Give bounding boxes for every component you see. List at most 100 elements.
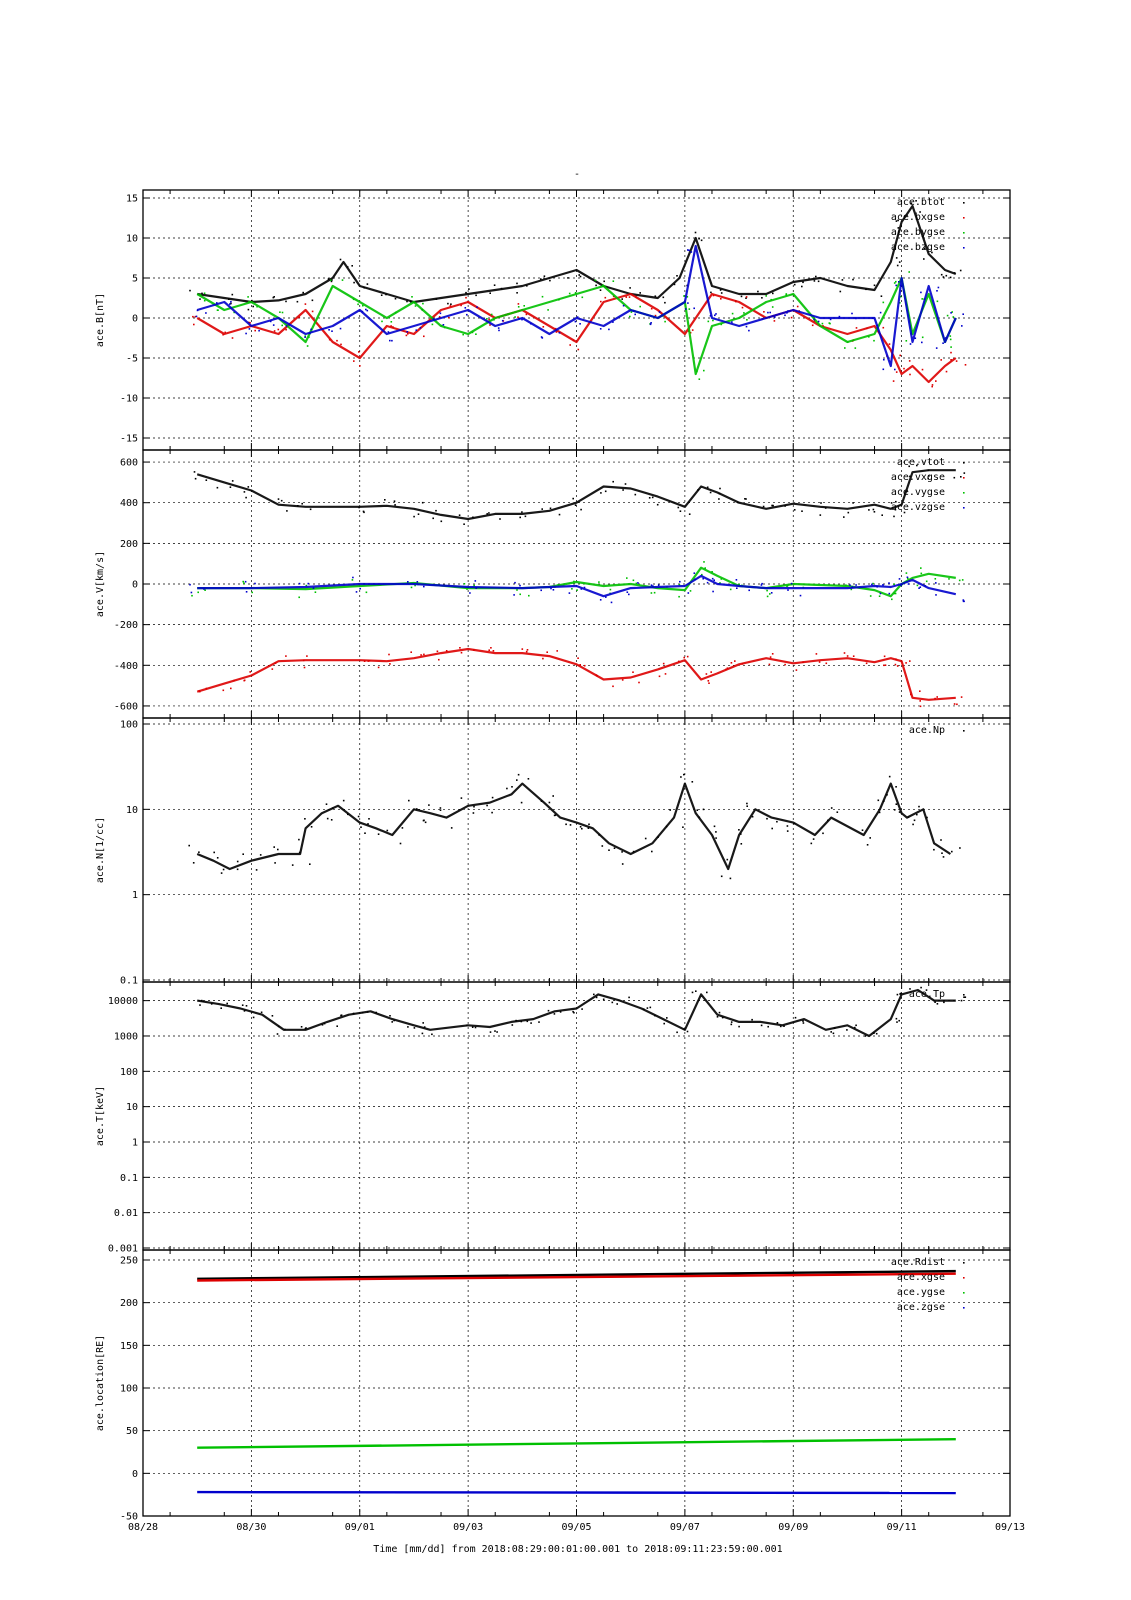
- data-point: [729, 588, 732, 591]
- data-point: [310, 328, 312, 331]
- data-point: [609, 588, 612, 591]
- data-point: [281, 311, 284, 314]
- data-point: [786, 584, 789, 587]
- data-point: [359, 365, 361, 367]
- data-point: [386, 829, 389, 832]
- data-point: [493, 319, 495, 321]
- data-point: [360, 826, 362, 828]
- data-point: [604, 296, 607, 299]
- data-point: [493, 284, 496, 286]
- data-point: [423, 653, 425, 656]
- legend-label: ace.Tp: [909, 989, 945, 1000]
- data-point: [459, 647, 461, 649]
- data-point: [625, 296, 628, 298]
- data-point: [766, 595, 769, 598]
- data-point: [796, 305, 799, 308]
- data-point: [658, 675, 661, 678]
- data-point: [203, 588, 205, 590]
- data-point: [492, 650, 495, 652]
- plot-frame: [142, 1249, 1011, 1517]
- data-point: [367, 823, 369, 825]
- data-point: [476, 306, 478, 308]
- data-point: [873, 339, 875, 342]
- data-point: [676, 275, 678, 277]
- data-point: [937, 286, 940, 289]
- data-point: [410, 651, 412, 653]
- data-point: [440, 520, 443, 523]
- data-point: [879, 592, 882, 595]
- data-point: [703, 369, 705, 372]
- data-point: [233, 679, 236, 682]
- panel-1: -15 -10 -5 0 5 10 15 ace.B[nT] ace.btot ace.bxgse…: [95, 189, 1011, 451]
- data-point: [876, 324, 879, 327]
- data-point: [422, 302, 424, 305]
- data-point: [802, 1022, 805, 1024]
- data-point: [872, 582, 874, 585]
- data-point: [846, 655, 849, 657]
- data-point: [450, 303, 452, 305]
- data-point: [488, 318, 490, 321]
- data-point: [276, 1033, 279, 1035]
- data-point: [696, 370, 698, 373]
- data-point: [886, 794, 888, 796]
- data-point: [384, 499, 386, 501]
- data-point: [691, 991, 694, 994]
- data-point: [340, 1014, 343, 1016]
- x-tick-label: 09/11: [887, 1522, 917, 1533]
- data-point: [895, 803, 898, 805]
- data-point: [710, 291, 712, 294]
- data-point: [757, 290, 759, 293]
- data-point: [405, 334, 408, 337]
- data-point: [712, 319, 714, 322]
- data-point: [737, 501, 739, 504]
- data-point: [541, 337, 544, 339]
- data-point: [231, 293, 234, 296]
- data-point: [241, 1004, 244, 1006]
- data-point: [786, 830, 789, 832]
- data-point: [285, 328, 287, 331]
- data-point: [686, 655, 689, 658]
- data-point: [843, 652, 846, 654]
- legend-label: ace.bxgse: [891, 212, 945, 223]
- data-point: [740, 833, 742, 835]
- data-point: [309, 508, 312, 511]
- data-point: [941, 852, 943, 854]
- data-point: [247, 486, 250, 488]
- data-point: [637, 582, 639, 584]
- data-point: [829, 318, 832, 321]
- data-point: [711, 577, 714, 580]
- data-point: [600, 300, 602, 303]
- x-tick-label: 09/05: [561, 1522, 591, 1533]
- data-point: [666, 1017, 668, 1019]
- data-point: [920, 291, 922, 294]
- data-point: [745, 296, 748, 298]
- data-point: [243, 679, 245, 682]
- series-ace-btot: ace.btot: [189, 197, 965, 311]
- data-point: [428, 804, 430, 806]
- data-point: [352, 576, 354, 579]
- data-point: [205, 312, 207, 314]
- data-point: [656, 503, 659, 506]
- data-point: [553, 1013, 556, 1015]
- data-point: [500, 287, 503, 290]
- data-point: [844, 347, 846, 349]
- data-point: [517, 306, 520, 308]
- data-point: [494, 1030, 496, 1032]
- data-point: [613, 847, 616, 849]
- data-point: [530, 322, 532, 325]
- data-point: [193, 471, 196, 473]
- data-point: [740, 295, 743, 298]
- data-point: [629, 315, 631, 318]
- data-point: [568, 592, 571, 594]
- data-point: [213, 851, 215, 854]
- data-point: [715, 313, 717, 315]
- data-point: [916, 464, 918, 467]
- data-point: [767, 311, 769, 314]
- data-point: [260, 1011, 263, 1014]
- data-point: [851, 312, 853, 315]
- data-point: [229, 303, 231, 305]
- data-point: [569, 824, 572, 826]
- data-point: [415, 329, 418, 331]
- data-point: [784, 314, 786, 317]
- data-point: [855, 1024, 857, 1027]
